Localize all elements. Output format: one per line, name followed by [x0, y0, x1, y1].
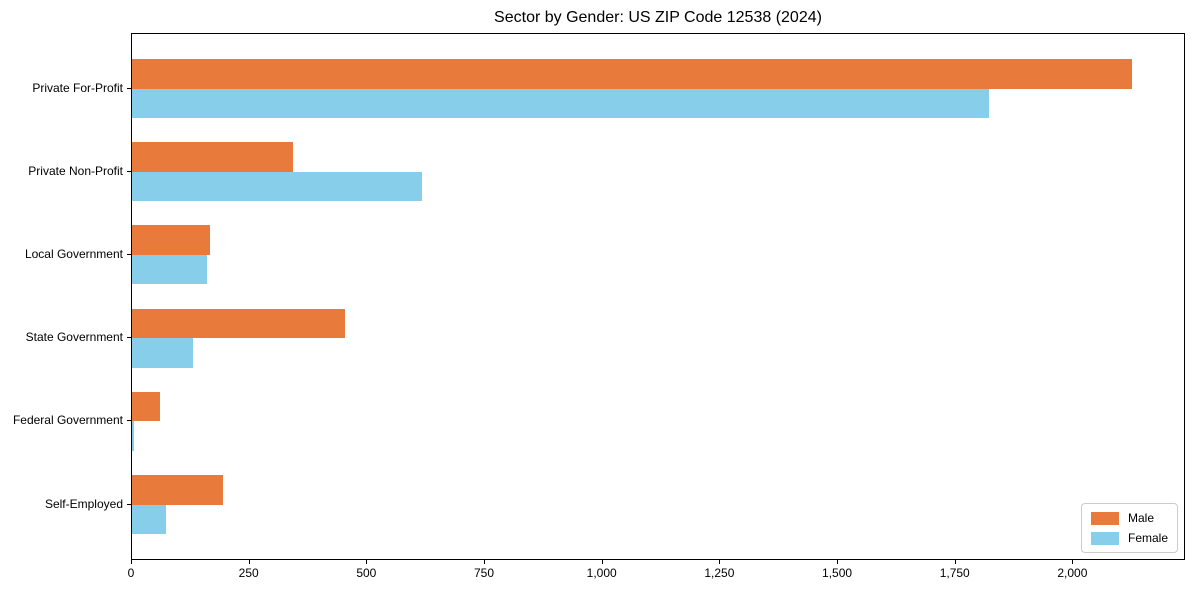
category-label-local-government: Local Government: [24, 246, 123, 261]
female-color-swatch: [1090, 531, 1119, 545]
category-label-state-government: State Government: [25, 330, 123, 345]
legend-label-male: Male: [1127, 511, 1154, 525]
bar-female-state-government: [132, 338, 193, 368]
x-tick-mark: [837, 560, 839, 564]
bar-female-local-government: [132, 254, 207, 285]
bar-male-state-government: [132, 308, 345, 339]
category-label-self-employed: Self-Employed: [44, 496, 123, 511]
bar-male-private-for-profit: [132, 59, 1133, 89]
x-tick-mark: [484, 560, 486, 564]
x-tick-label-1750: 1,750: [939, 566, 970, 580]
x-tick-mark: [131, 560, 132, 564]
x-tick-label-750: 750: [474, 566, 495, 580]
bar-male-private-non-profit: [132, 142, 293, 172]
bars-layer: [132, 34, 1184, 559]
legend-label-female: Female: [1127, 531, 1168, 545]
x-tick-mark: [601, 560, 603, 564]
x-tick-label-500: 500: [356, 566, 377, 580]
legend-item-female: Female: [1090, 531, 1168, 545]
x-tick-mark: [366, 560, 368, 564]
y-tick-mark: [127, 503, 131, 505]
legend: Male Female: [1080, 503, 1178, 553]
legend-item-male: Male: [1090, 511, 1168, 525]
y-tick-mark: [127, 170, 131, 172]
bar-male-self-employed: [132, 475, 224, 505]
category-label-federal-government: Federal Government: [12, 413, 123, 428]
bar-female-self-employed: [132, 504, 166, 534]
x-tick-label-1000: 1,000: [586, 566, 617, 580]
x-tick-mark: [248, 560, 250, 564]
bar-female-federal-government: [132, 421, 134, 451]
x-tick-label-0: 0: [127, 566, 135, 580]
category-label-private-for-profit: Private For-Profit: [32, 80, 123, 95]
bar-female-private-non-profit: [132, 171, 423, 202]
y-tick-mark: [127, 420, 131, 422]
chart-title: Sector by Gender: US ZIP Code 12538 (202…: [494, 9, 822, 26]
x-tick-label-250: 250: [238, 566, 259, 580]
x-tick-label-2000: 2,000: [1057, 566, 1088, 580]
x-tick-mark: [719, 560, 721, 564]
plot-area: Male Female: [131, 33, 1185, 560]
x-tick-label-1500: 1,500: [822, 566, 853, 580]
y-tick-mark: [127, 87, 131, 89]
male-color-swatch: [1090, 511, 1119, 525]
bar-female-private-for-profit: [132, 88, 989, 118]
x-tick-mark: [1072, 560, 1074, 564]
x-tick-mark: [954, 560, 956, 564]
y-tick-mark: [127, 337, 131, 339]
y-tick-mark: [127, 253, 131, 255]
x-tick-label-1250: 1,250: [704, 566, 735, 580]
category-label-private-non-profit: Private Non-Profit: [28, 163, 123, 178]
bar-male-federal-government: [132, 391, 161, 422]
bar-male-local-government: [132, 225, 210, 255]
